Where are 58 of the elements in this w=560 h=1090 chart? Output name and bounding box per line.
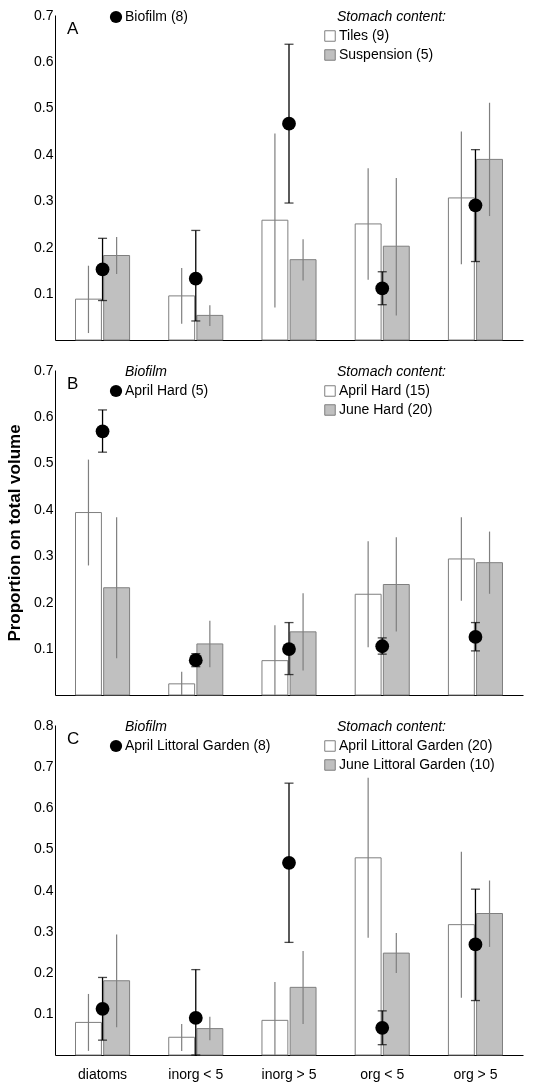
legend-label: Biofilm (8) bbox=[125, 8, 189, 24]
y-tick-label: 0.5 bbox=[34, 840, 54, 857]
point bbox=[375, 281, 390, 296]
y-tick-label: 0.4 bbox=[34, 881, 54, 898]
legend-label: April Littoral Garden (8) bbox=[125, 737, 271, 753]
y-tick-label: 0.6 bbox=[34, 407, 54, 424]
point bbox=[468, 937, 483, 952]
y-tick-label: 0.3 bbox=[34, 922, 54, 939]
point bbox=[282, 855, 296, 870]
y-tick-label: 0.8 bbox=[34, 716, 54, 733]
y-tick-label: 0.2 bbox=[34, 593, 54, 610]
y-tick-label: 0.2 bbox=[34, 964, 54, 980]
point bbox=[95, 424, 110, 439]
point bbox=[188, 1011, 203, 1025]
y-tick-label: 0.4 bbox=[34, 145, 54, 162]
legend-title: Stomach content: bbox=[337, 363, 447, 379]
point bbox=[95, 1001, 110, 1016]
y-tick-label: 0.7 bbox=[34, 6, 54, 23]
y-tick-label: 0.3 bbox=[34, 547, 54, 564]
point bbox=[468, 630, 483, 644]
chart-title: A bbox=[67, 19, 79, 38]
point bbox=[282, 116, 296, 131]
chart-title: B bbox=[67, 374, 79, 393]
point bbox=[95, 262, 110, 277]
legend-label: Tiles (9) bbox=[339, 27, 390, 43]
legend-label: June Littoral Garden (10) bbox=[339, 756, 495, 772]
x-tick-label: inorg > 5 bbox=[261, 1065, 317, 1082]
x-tick-label: diatoms bbox=[78, 1065, 128, 1082]
y-tick-label: 0.1 bbox=[34, 285, 54, 302]
y-tick-label: 0.3 bbox=[34, 192, 54, 209]
point bbox=[468, 198, 483, 213]
x-tick-label: org > 5 bbox=[453, 1065, 498, 1082]
point bbox=[188, 271, 203, 286]
chart-title: C bbox=[67, 729, 80, 748]
legend-label: April Littoral Garden (20) bbox=[339, 737, 493, 753]
y-tick-label: 0.2 bbox=[34, 238, 54, 255]
y-axis-title: Proportion on total volume bbox=[5, 424, 25, 642]
x-tick-label: org < 5 bbox=[360, 1065, 405, 1082]
legend-label: June Hard (20) bbox=[339, 401, 433, 417]
y-tick-label: 0.6 bbox=[34, 52, 54, 69]
y-tick-label: 0.1 bbox=[34, 1005, 54, 1022]
x-tick-label: inorg < 5 bbox=[168, 1065, 224, 1082]
y-tick-label: 0.6 bbox=[34, 799, 54, 815]
legend-title: Stomach content: bbox=[337, 718, 447, 734]
y-tick-label: 0.1 bbox=[34, 640, 54, 657]
annotation: Biofilm bbox=[125, 718, 168, 734]
y-tick-label: 0.4 bbox=[34, 500, 54, 517]
y-tick-label: 0.5 bbox=[34, 454, 54, 471]
legend-title: Stomach content: bbox=[337, 8, 447, 24]
legend-label: Suspension (5) bbox=[339, 46, 434, 62]
point bbox=[375, 1020, 390, 1035]
y-tick-label: 0.7 bbox=[34, 757, 54, 774]
legend-label: April Hard (5) bbox=[125, 382, 209, 398]
annotation: Biofilm bbox=[125, 363, 168, 379]
y-tick-label: 0.5 bbox=[34, 99, 54, 116]
y-tick-label: 0.7 bbox=[34, 361, 54, 378]
point bbox=[282, 642, 296, 656]
legend-label: April Hard (15) bbox=[339, 382, 431, 398]
